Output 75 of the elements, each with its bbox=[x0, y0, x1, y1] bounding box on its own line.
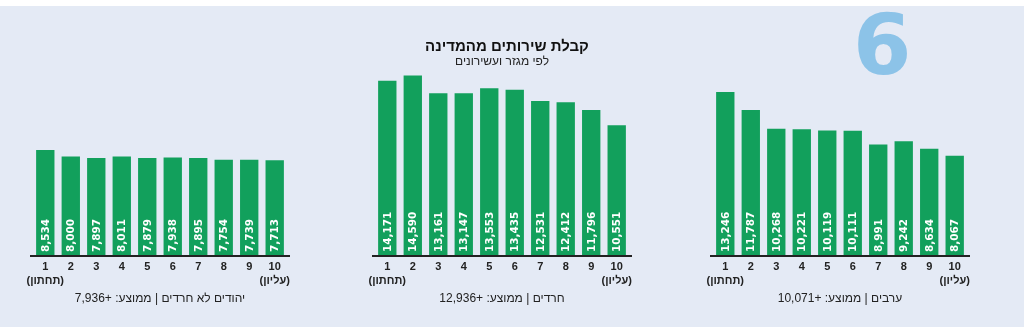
x-tick-label: 4 bbox=[460, 259, 468, 272]
data-label: 8,634 bbox=[922, 218, 935, 252]
x-tick-label: 4 bbox=[798, 259, 806, 272]
data-label: 7,897 bbox=[89, 218, 102, 252]
chart-subtitle: לפי מגזר ועשירונים bbox=[455, 54, 550, 68]
data-label: 14,590 bbox=[406, 211, 419, 252]
x-tick-label: 9 bbox=[246, 259, 253, 272]
data-label: 7,879 bbox=[140, 218, 153, 252]
bar bbox=[556, 102, 575, 255]
x-tick-label: 6 bbox=[849, 259, 856, 272]
data-label: 14,171 bbox=[380, 211, 393, 252]
bar bbox=[582, 109, 601, 255]
bar bbox=[792, 129, 811, 255]
bar bbox=[741, 110, 760, 255]
x-tick-label: 9 bbox=[926, 259, 933, 272]
data-label: 12,531 bbox=[533, 211, 546, 252]
bar bbox=[403, 75, 422, 255]
x-tick-label: 6 bbox=[511, 259, 518, 272]
data-label: 10,268 bbox=[769, 211, 782, 252]
data-label: 8,000 bbox=[64, 218, 77, 252]
data-label: 7,938 bbox=[166, 218, 179, 252]
data-label: 9,242 bbox=[897, 218, 910, 252]
data-label: 11,787 bbox=[744, 211, 757, 252]
data-label: 7,713 bbox=[268, 218, 281, 252]
data-label: 13,553 bbox=[482, 211, 495, 252]
data-label: 10,111 bbox=[846, 211, 859, 252]
x-tick-label: 6 bbox=[169, 259, 176, 272]
x-tick-label: 3 bbox=[93, 259, 100, 272]
bar bbox=[607, 125, 626, 255]
bar bbox=[429, 93, 448, 255]
bar bbox=[716, 92, 735, 255]
chart-title: קבלת שירותים מהמדינה bbox=[425, 37, 589, 55]
data-label: 7,754 bbox=[217, 218, 230, 252]
x-tick-label: 8 bbox=[220, 259, 227, 272]
x-tick-label: 4 bbox=[118, 259, 126, 272]
x-tick-label: 2 bbox=[747, 259, 754, 272]
data-label: 10,551 bbox=[610, 211, 623, 252]
data-label: 13,435 bbox=[508, 211, 521, 252]
bar bbox=[454, 93, 473, 255]
x-tick-label: 9 bbox=[588, 259, 595, 272]
x-tick-label: 2 bbox=[409, 259, 416, 272]
x-tick-label: 5 bbox=[486, 259, 493, 272]
data-label: 13,246 bbox=[718, 211, 731, 252]
x-tick-label: 5 bbox=[144, 259, 151, 272]
x-axis-title: חרדים | ממוצע: +12,936 bbox=[439, 290, 565, 305]
x-axis-title: יהודים לא חרדים | ממוצע: +7,936 bbox=[74, 290, 246, 305]
data-label: 8,067 bbox=[948, 218, 961, 252]
annotation: 6 bbox=[853, 0, 912, 94]
x-tick-label: 3 bbox=[435, 259, 442, 272]
bar bbox=[505, 89, 524, 255]
data-label: 8,991 bbox=[871, 218, 884, 252]
x-axis-title: ערבים | ממוצע: +10,071 bbox=[777, 290, 903, 305]
bar bbox=[531, 100, 550, 255]
bar bbox=[894, 141, 913, 255]
x-tick-label: 5 bbox=[824, 259, 831, 272]
x-tick-label: 8 bbox=[900, 259, 907, 272]
data-label: 11,796 bbox=[584, 211, 597, 252]
bar bbox=[378, 80, 397, 255]
x-tick-label: 2 bbox=[67, 259, 74, 272]
x-tick-label: 3 bbox=[773, 259, 780, 272]
data-label: 7,895 bbox=[191, 218, 204, 252]
data-label: 8,011 bbox=[115, 218, 128, 252]
x-tick-label: 7 bbox=[195, 259, 202, 272]
x-tick-label: 7 bbox=[537, 259, 544, 272]
x-tick-label: 8 bbox=[562, 259, 569, 272]
bar bbox=[843, 130, 862, 255]
data-label: 7,739 bbox=[242, 218, 255, 252]
data-label: 10,119 bbox=[820, 211, 833, 252]
data-label: 13,147 bbox=[457, 211, 470, 252]
x-tick-label: 7 bbox=[875, 259, 882, 272]
data-label: 13,161 bbox=[431, 211, 444, 252]
data-label: 12,412 bbox=[559, 211, 572, 252]
data-label: 8,534 bbox=[38, 218, 51, 252]
data-label: 10,221 bbox=[795, 211, 808, 252]
bar bbox=[480, 88, 499, 255]
